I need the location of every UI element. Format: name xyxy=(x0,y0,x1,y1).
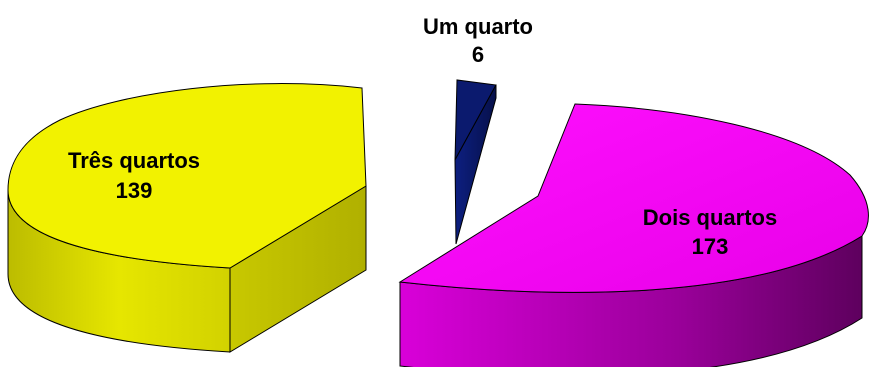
slice-dois-quartos-top xyxy=(398,103,869,293)
label-dois-quartos-name: Dois quartos xyxy=(643,205,777,230)
slice-um-quarto xyxy=(454,79,497,245)
slice-um-quarto-side xyxy=(454,84,497,245)
slice-dois-quartos xyxy=(398,103,869,367)
label-tres-quartos-value: 139 xyxy=(116,178,153,203)
slice-tres-quartos-top xyxy=(7,83,367,269)
slice-tres-quartos xyxy=(7,83,367,353)
label-um-quarto-value: 6 xyxy=(472,42,484,67)
label-tres-quartos-name: Três quartos xyxy=(68,148,200,173)
label-dois-quartos-value: 173 xyxy=(692,234,729,259)
label-um-quarto-name: Um quarto xyxy=(423,14,533,39)
